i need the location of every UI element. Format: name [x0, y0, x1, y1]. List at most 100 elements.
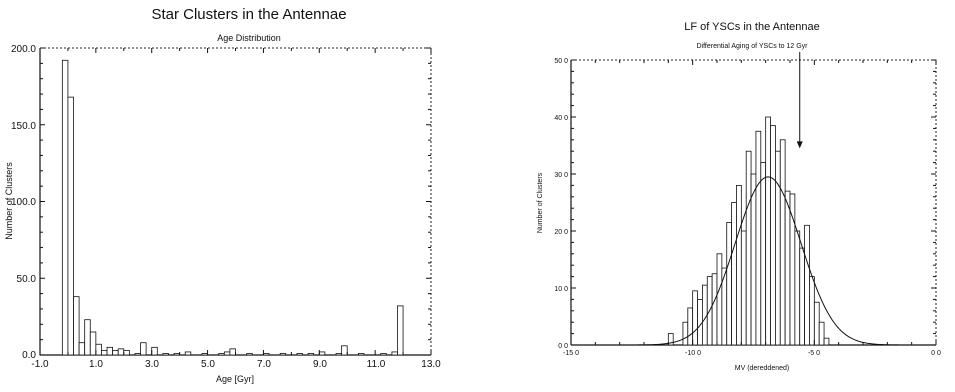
histogram-bar: [101, 349, 108, 356]
histogram-bar: [726, 222, 733, 346]
x-axis-label: Age [Gyr]: [216, 374, 254, 384]
histogram-bar: [804, 224, 810, 346]
gaussian-fit-curve: [571, 176, 936, 346]
x-ticks: [39, 48, 432, 355]
y-tick-label: 40 0: [554, 115, 568, 122]
histogram-bar: [89, 331, 97, 356]
histogram-bar: [775, 150, 781, 346]
histogram-bar: [740, 230, 747, 346]
histogram-bar: [67, 96, 74, 356]
histogram-bar: [307, 353, 315, 356]
y-ticks: [571, 59, 936, 346]
chart-age-distribution: Star Clusters in the Antennae Age Distri…: [4, 6, 441, 384]
x-tick-label: -15 0: [563, 350, 579, 357]
y-tick-label: 200.0: [11, 44, 36, 55]
histogram-bar: [184, 351, 192, 356]
histogram-bar: [779, 139, 786, 346]
x-tick-label: -1.0: [31, 359, 49, 370]
histogram-bar: [246, 353, 253, 356]
histogram-bar: [357, 353, 365, 356]
histogram-bars: [61, 59, 404, 356]
histogram-bar: [716, 253, 723, 346]
histogram-bar: [809, 276, 815, 346]
histogram-bar: [799, 247, 806, 346]
histogram-bar: [813, 301, 820, 346]
histogram-bar: [78, 342, 86, 356]
histogram-bar: [745, 150, 752, 346]
x-tick-label: -5 0: [808, 350, 820, 357]
histogram-bar: [794, 230, 801, 346]
histogram-bar: [229, 348, 236, 356]
chart-title: LF of YSCs in the Antennae: [684, 21, 820, 33]
x-tick-label: 9.0: [313, 359, 327, 370]
histogram-bar: [117, 348, 125, 356]
x-axis-label: MV (dereddened): [735, 365, 789, 372]
histogram-bar: [173, 353, 181, 356]
histogram-bar: [770, 125, 776, 346]
x-tick-label: 11.0: [367, 359, 386, 370]
x-tick-label: -10 0: [685, 350, 701, 357]
x-ticks: [570, 60, 937, 345]
histogram-bar: [73, 296, 80, 356]
histogram-bar: [760, 162, 767, 346]
histogram-bar: [140, 342, 147, 356]
histogram-bar: [151, 346, 158, 356]
histogram-bar: [223, 351, 231, 356]
histogram-bar: [218, 353, 225, 356]
y-tick-label: 10 0: [554, 286, 568, 293]
histogram-bar: [335, 353, 343, 356]
histogram-bar: [397, 305, 404, 356]
histogram-bar: [95, 343, 102, 356]
chart-luminosity-function: LF of YSCs in the Antennae Differential …: [537, 21, 941, 372]
histogram-bar: [61, 59, 69, 356]
histogram-bar: [84, 319, 91, 356]
histogram-bar: [765, 116, 771, 346]
histogram-bar: [823, 337, 830, 346]
histogram-bar: [112, 349, 119, 356]
histogram-bar: [755, 130, 762, 346]
histogram-bar: [687, 307, 694, 346]
y-axis-label: Number of Clusters: [4, 162, 14, 240]
x-tick-label: 13.0: [421, 359, 441, 370]
x-tick-label: 5.0: [201, 359, 215, 370]
y-tick-label: 150.0: [11, 121, 36, 132]
chart-title: Star Clusters in the Antennae: [151, 6, 346, 23]
chart-subtitle: Differential Aging of YSCs to 12 Gyr: [696, 43, 808, 50]
x-tick-label: 0 0: [931, 350, 941, 357]
histogram-bar: [341, 345, 348, 356]
plot-frame: [39, 47, 432, 356]
histogram-bar: [380, 353, 387, 356]
arrow-head: [796, 141, 803, 149]
histogram-bar: [263, 353, 270, 356]
histogram-bar: [201, 353, 208, 356]
y-axis-label: Number of Clusters: [537, 172, 544, 233]
histogram-bar: [296, 353, 303, 356]
histogram-bar: [123, 349, 130, 356]
y-ticks: [40, 47, 431, 356]
histogram-bar: [162, 353, 169, 356]
histogram-bar: [750, 173, 757, 346]
histogram-bar: [818, 321, 825, 346]
y-tick-label: 20 0: [554, 229, 568, 236]
y-tick-label: 0 0: [558, 343, 568, 350]
histogram-bar: [711, 273, 718, 346]
chart-subtitle: Age Distribution: [217, 33, 281, 43]
histogram-bar: [697, 298, 703, 346]
histogram-bar: [391, 351, 398, 356]
histogram-bar: [682, 321, 689, 346]
histogram-bar: [134, 353, 141, 356]
x-tick-label: 1.0: [89, 359, 103, 370]
histogram-bar: [318, 351, 326, 356]
annotation-arrow: [796, 52, 803, 149]
histogram-bar: [692, 290, 698, 346]
histogram-bar: [279, 353, 287, 356]
y-tick-label: 0.0: [22, 350, 36, 361]
histogram-bar: [667, 333, 674, 346]
x-tick-label: 3.0: [145, 359, 159, 370]
y-tick-label: 50 0: [554, 58, 568, 65]
histogram-bar: [736, 184, 742, 346]
x-tick-label: 7.0: [257, 359, 271, 370]
y-tick-label: 50.0: [17, 274, 37, 285]
y-tick-label: 30 0: [554, 172, 568, 179]
